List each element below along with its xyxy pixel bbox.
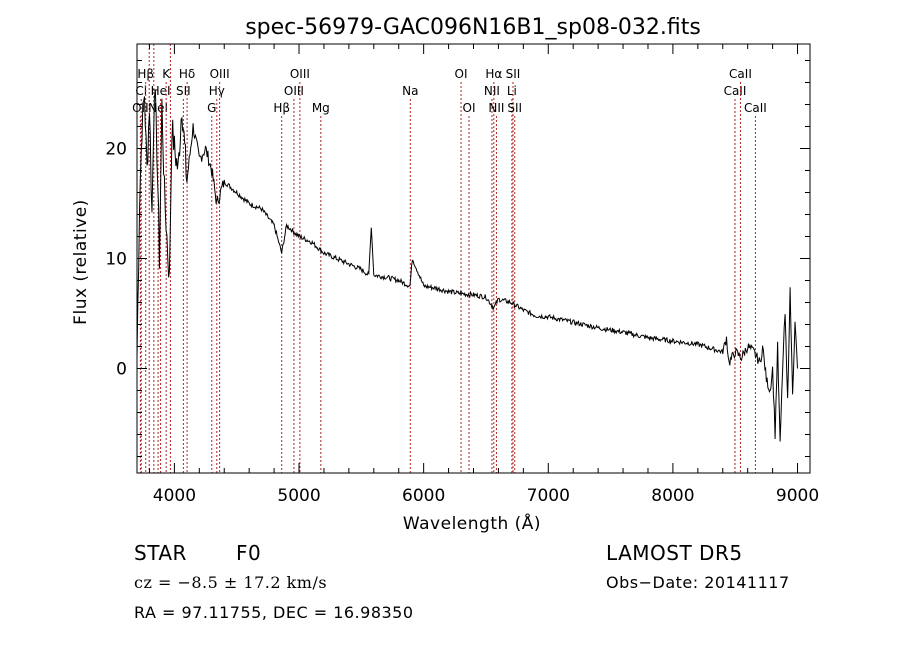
line-marker-label-17: Mg xyxy=(312,101,330,115)
x-tick-label: 8000 xyxy=(651,486,694,506)
line-marker-label-29: CaII xyxy=(744,101,767,115)
line-marker-label-1: Cl xyxy=(135,84,147,98)
line-marker-label-21: NII xyxy=(484,84,500,98)
y-axis-label: Flux (relative) xyxy=(71,199,91,325)
line-marker-label-18: Na xyxy=(402,84,418,98)
y-tick-label: 0 xyxy=(116,360,127,380)
x-axis-label: Wavelength (Å) xyxy=(403,512,541,534)
redshift-velocity: cz = −8.5 ± 17.2 km/s xyxy=(134,573,328,592)
line-marker-label-16: OIII xyxy=(290,67,310,81)
x-tick-label: 9000 xyxy=(776,486,819,506)
y-tick-label: 10 xyxy=(105,250,127,270)
line-markers: OIIClHβNeIHeIKSIIHδGHγOIIIHβOIIIOIIIMgNa… xyxy=(132,44,767,473)
line-marker-label-11: G xyxy=(207,101,216,115)
line-marker-label-25: SII xyxy=(506,67,521,81)
y-tick-label: 20 xyxy=(105,140,127,160)
line-marker-label-15: OIII xyxy=(284,84,304,98)
line-marker-label-24: Li xyxy=(507,84,517,98)
line-marker-label-23: NII xyxy=(488,101,504,115)
line-marker-label-2: Hβ xyxy=(137,67,154,81)
line-marker-label-12: Hγ xyxy=(209,84,225,98)
line-marker-label-19: OI xyxy=(455,67,468,81)
line-marker-label-7: K xyxy=(162,67,171,81)
line-marker-label-22: Hα xyxy=(485,67,502,81)
spectrum-line xyxy=(136,89,798,442)
line-marker-label-20: OI xyxy=(463,101,476,115)
line-marker-label-10: Hδ xyxy=(179,67,195,81)
line-marker-label-6: HeI xyxy=(151,84,171,98)
line-marker-label-28: CaII xyxy=(729,67,752,81)
line-marker-label-26: SII xyxy=(507,101,522,115)
observation-date: Obs−Date: 20141117 xyxy=(606,573,790,592)
line-marker-label-5: NeI xyxy=(148,101,168,115)
survey-name: LAMOST DR5 xyxy=(606,541,743,565)
coordinates: RA = 97.11755, DEC = 16.98350 xyxy=(134,603,414,622)
x-tick-label: 4000 xyxy=(153,486,196,506)
object-subclass: F0 xyxy=(236,541,262,565)
object-class: STAR xyxy=(134,541,187,565)
chart-title: spec-56979-GAC096N16B1_sp08-032.fits xyxy=(245,15,701,40)
line-marker-label-14: Hβ xyxy=(273,101,290,115)
x-tick-label: 5000 xyxy=(277,486,320,506)
line-marker-label-9: SII xyxy=(176,84,191,98)
spectrum-series xyxy=(136,89,798,442)
x-tick-label: 6000 xyxy=(402,486,445,506)
x-axis-ticks: 4000 5000 6000 7000 8000 9000 xyxy=(148,44,819,506)
line-marker-label-13: OIII xyxy=(210,67,230,81)
y-axis-ticks: 0 10 20 xyxy=(105,60,810,457)
x-tick-label: 7000 xyxy=(527,486,570,506)
line-marker-label-27: CaII xyxy=(724,84,747,98)
